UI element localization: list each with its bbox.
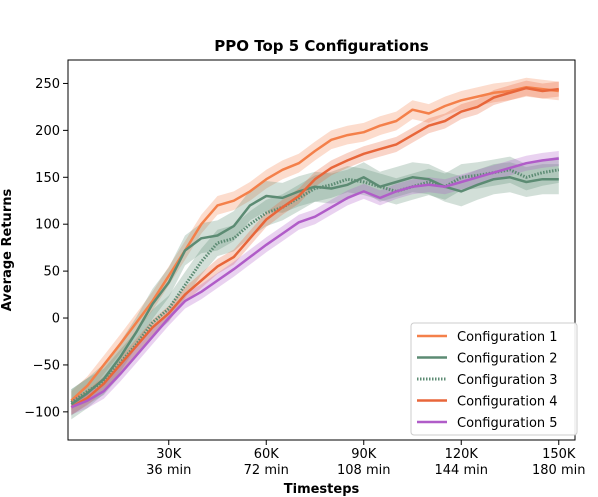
line-configuration-5	[70, 157, 559, 409]
y-axis-label: Average Returns	[0, 189, 15, 312]
line-configuration-2	[70, 176, 559, 406]
y-tick-label: 200	[35, 124, 60, 139]
line-configuration-3	[70, 168, 560, 404]
x-axis-label: Timesteps	[284, 482, 360, 497]
legend: Configuration 1 Configuration 2 Configurat…	[410, 322, 578, 436]
plot-frame	[67, 59, 576, 441]
line-configuration-4	[70, 86, 559, 409]
x-tick-label: 30K	[156, 447, 182, 462]
legend-label-configuration-2: Configuration 2	[457, 352, 558, 367]
chart-title: PPO Top 5 Configurations	[214, 37, 428, 55]
y-tick-label: −50	[33, 358, 60, 373]
y-tick-label: 250	[35, 77, 60, 92]
band-configuration-1	[71, 77, 559, 411]
x-tick-sublabel: 108 min	[337, 463, 390, 478]
band-configuration-3	[71, 156, 559, 416]
x-tick-label: 60K	[254, 447, 280, 462]
x-tick-sublabel: 72 min	[244, 463, 289, 478]
y-tick-label: −100	[24, 405, 60, 420]
y-tick-label: 100	[35, 218, 60, 233]
y-tick-label: 50	[43, 265, 60, 280]
x-tick-label: 120K	[445, 447, 479, 462]
line-configuration-1	[70, 85, 559, 402]
band-configuration-2	[71, 162, 559, 420]
legend-box	[410, 322, 578, 436]
y-tick-label: 150	[35, 171, 60, 186]
x-tick-label: 90K	[351, 447, 377, 462]
legend-label-configuration-4: Configuration 4	[457, 395, 558, 410]
x-tick-label: 150K	[542, 447, 576, 462]
confidence-bands	[71, 77, 559, 420]
legend-label-configuration-3: Configuration 3	[457, 373, 558, 388]
x-tick-sublabel: 144 min	[435, 463, 488, 478]
y-tick-label: 0	[52, 312, 60, 327]
series-lines	[70, 85, 560, 409]
y-axis-ticks: −100 −50 0 50 100 150 200 250	[24, 77, 68, 420]
legend-label-configuration-5: Configuration 5	[457, 416, 558, 431]
x-tick-sublabel: 180 min	[532, 463, 585, 478]
legend-label-configuration-1: Configuration 1	[457, 330, 558, 345]
x-tick-sublabel: 36 min	[146, 463, 191, 478]
